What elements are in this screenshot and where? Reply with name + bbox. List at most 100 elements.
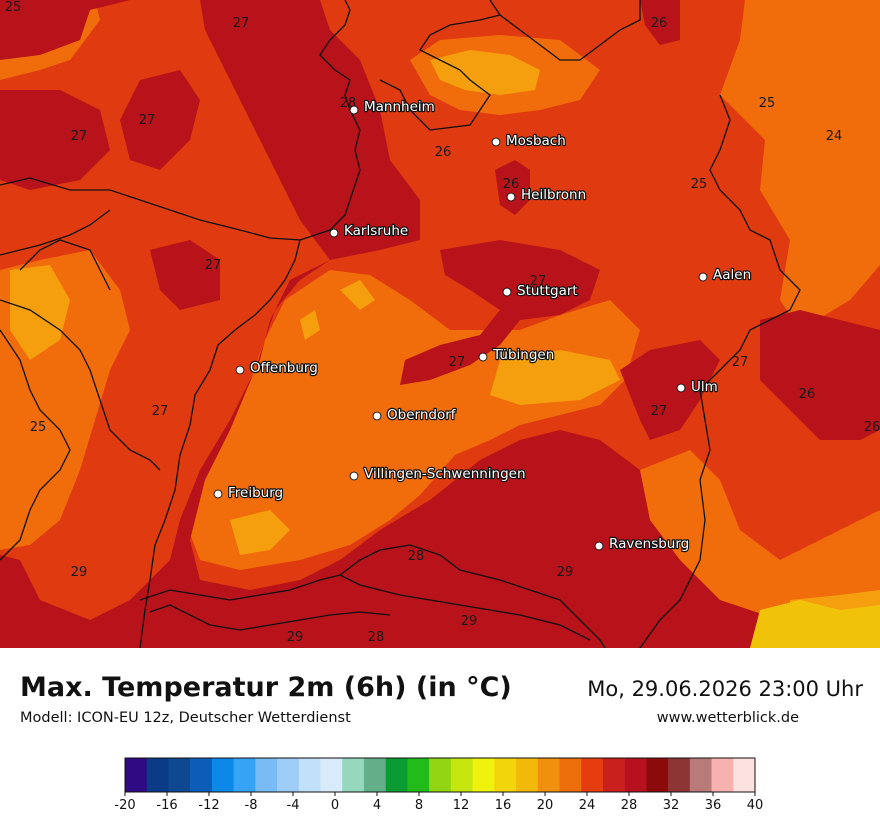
city-label: Ulm bbox=[691, 379, 718, 395]
city-label: Tübingen bbox=[492, 347, 554, 363]
city-dot bbox=[478, 352, 488, 362]
scale-swatch bbox=[668, 758, 691, 792]
city-dot bbox=[372, 411, 382, 421]
city-label: Heilbronn bbox=[521, 187, 586, 203]
scale-swatch bbox=[342, 758, 365, 792]
temp-label: 29 bbox=[287, 630, 304, 645]
map-title: Max. Temperatur 2m (6h) (in °C) bbox=[20, 672, 512, 703]
color-scale-ticks: -20 -16 -12 -8 -4 0 4 8 12 16 20 24 28 32 36 40 bbox=[114, 792, 763, 812]
city-label: Freiburg bbox=[228, 485, 283, 501]
scale-tick-label: 40 bbox=[747, 798, 764, 812]
city-label: Villingen-Schwenningen bbox=[364, 466, 526, 482]
temp-label: 27 bbox=[139, 113, 156, 128]
scale-swatch bbox=[733, 758, 756, 792]
scale-swatch bbox=[472, 758, 495, 792]
scale-swatch bbox=[689, 758, 712, 792]
city-freiburg: Freiburg bbox=[213, 484, 284, 502]
scale-tick-label: -20 bbox=[114, 798, 135, 812]
scale-swatch bbox=[211, 758, 234, 792]
temp-zone-20 bbox=[750, 600, 880, 648]
city-ravensburg: Ravensburg bbox=[594, 535, 690, 553]
temp-label: 27 bbox=[233, 16, 250, 31]
scale-tick-label: -4 bbox=[287, 798, 300, 812]
scale-swatch bbox=[298, 758, 321, 792]
scale-tick-label: 20 bbox=[537, 798, 554, 812]
map-footer: Max. Temperatur 2m (6h) (in °C) Modell: … bbox=[0, 648, 880, 830]
city-aalen: Aalen bbox=[698, 266, 752, 284]
scale-swatch bbox=[125, 758, 148, 792]
scale-swatch bbox=[450, 758, 473, 792]
color-scale-bars bbox=[124, 757, 756, 793]
scale-tick-label: -12 bbox=[198, 798, 219, 812]
city-label: Aalen bbox=[713, 267, 751, 283]
temp-label: 25 bbox=[5, 0, 22, 15]
scale-tick-label: -8 bbox=[245, 798, 258, 812]
city-karlsruhe: Karlsruhe bbox=[329, 222, 409, 240]
scale-swatch bbox=[233, 758, 256, 792]
temp-label: 25 bbox=[759, 96, 776, 111]
scale-swatch bbox=[277, 758, 300, 792]
city-stuttgart: Stuttgart bbox=[502, 282, 579, 300]
scale-swatch bbox=[646, 758, 669, 792]
temp-label: 29 bbox=[461, 614, 478, 629]
city-markers: Mannheim Mosbach Heilbronn Karlsruhe Aal… bbox=[213, 98, 752, 553]
city-dot bbox=[213, 489, 223, 499]
scale-tick-label: 28 bbox=[621, 798, 638, 812]
temp-label: 28 bbox=[408, 549, 425, 564]
forecast-datetime: Mo, 29.06.2026 23:00 Uhr bbox=[587, 677, 863, 701]
scale-frame bbox=[124, 757, 756, 793]
temp-label: 27 bbox=[651, 404, 668, 419]
color-scale-legend: -20 -16 -12 -8 -4 0 4 8 12 16 20 24 28 32 36 40 bbox=[114, 757, 763, 812]
city-ulm: Ulm bbox=[676, 378, 719, 396]
scale-swatch bbox=[407, 758, 430, 792]
temp-label: 29 bbox=[557, 565, 574, 580]
scale-swatch bbox=[190, 758, 213, 792]
scale-swatch bbox=[602, 758, 625, 792]
scale-tick-label: 0 bbox=[331, 798, 339, 812]
city-label: Ravensburg bbox=[609, 536, 689, 552]
scale-tick-label: 8 bbox=[415, 798, 423, 812]
city-dot bbox=[349, 105, 359, 115]
city-dot bbox=[506, 192, 516, 202]
city-mannheim: Mannheim bbox=[349, 98, 436, 116]
website-link[interactable]: www.wetterblick.de bbox=[656, 710, 799, 726]
city-dot bbox=[329, 228, 339, 238]
scale-swatch bbox=[624, 758, 647, 792]
scale-swatch bbox=[255, 758, 278, 792]
city-mosbach: Mosbach bbox=[491, 132, 567, 150]
model-source: Modell: ICON-EU 12z, Deutscher Wetterdie… bbox=[20, 710, 351, 726]
temp-label: 26 bbox=[864, 420, 880, 435]
temp-label: 26 bbox=[651, 16, 668, 31]
city-dot bbox=[676, 383, 686, 393]
scale-swatch bbox=[559, 758, 582, 792]
scale-tick-label: 24 bbox=[579, 798, 596, 812]
city-heilbronn: Heilbronn bbox=[506, 186, 587, 204]
temp-label: 27 bbox=[449, 355, 466, 370]
city-label: Karlsruhe bbox=[344, 223, 408, 239]
scale-tick-label: 4 bbox=[373, 798, 381, 812]
scale-swatch bbox=[320, 758, 343, 792]
scale-tick-label: 16 bbox=[495, 798, 512, 812]
scale-swatch bbox=[146, 758, 169, 792]
temp-label: 26 bbox=[503, 177, 520, 192]
scale-swatch bbox=[711, 758, 734, 792]
city-label: Mosbach bbox=[506, 133, 566, 149]
temp-label: 27 bbox=[732, 355, 749, 370]
scale-tick-label: 12 bbox=[453, 798, 470, 812]
temp-label: 26 bbox=[435, 145, 452, 160]
scale-swatch bbox=[494, 758, 517, 792]
scale-tick-label: -16 bbox=[156, 798, 177, 812]
city-offenburg: Offenburg bbox=[235, 359, 319, 377]
city-dot bbox=[235, 365, 245, 375]
city-tuebingen: Tübingen bbox=[478, 346, 555, 364]
city-label: Oberndorf bbox=[387, 407, 457, 423]
city-dot bbox=[491, 137, 501, 147]
temp-label: 29 bbox=[71, 565, 88, 580]
scale-swatch bbox=[429, 758, 452, 792]
city-oberndorf: Oberndorf bbox=[372, 406, 458, 424]
scale-swatch bbox=[516, 758, 539, 792]
temp-label: 27 bbox=[530, 274, 547, 289]
temperature-map: 27 26 27 27 28 26 25 24 26 25 27 27 27 2… bbox=[0, 0, 880, 648]
temp-label: 25 bbox=[30, 420, 47, 435]
city-villingen-schwenningen: Villingen-Schwenningen bbox=[349, 465, 527, 483]
